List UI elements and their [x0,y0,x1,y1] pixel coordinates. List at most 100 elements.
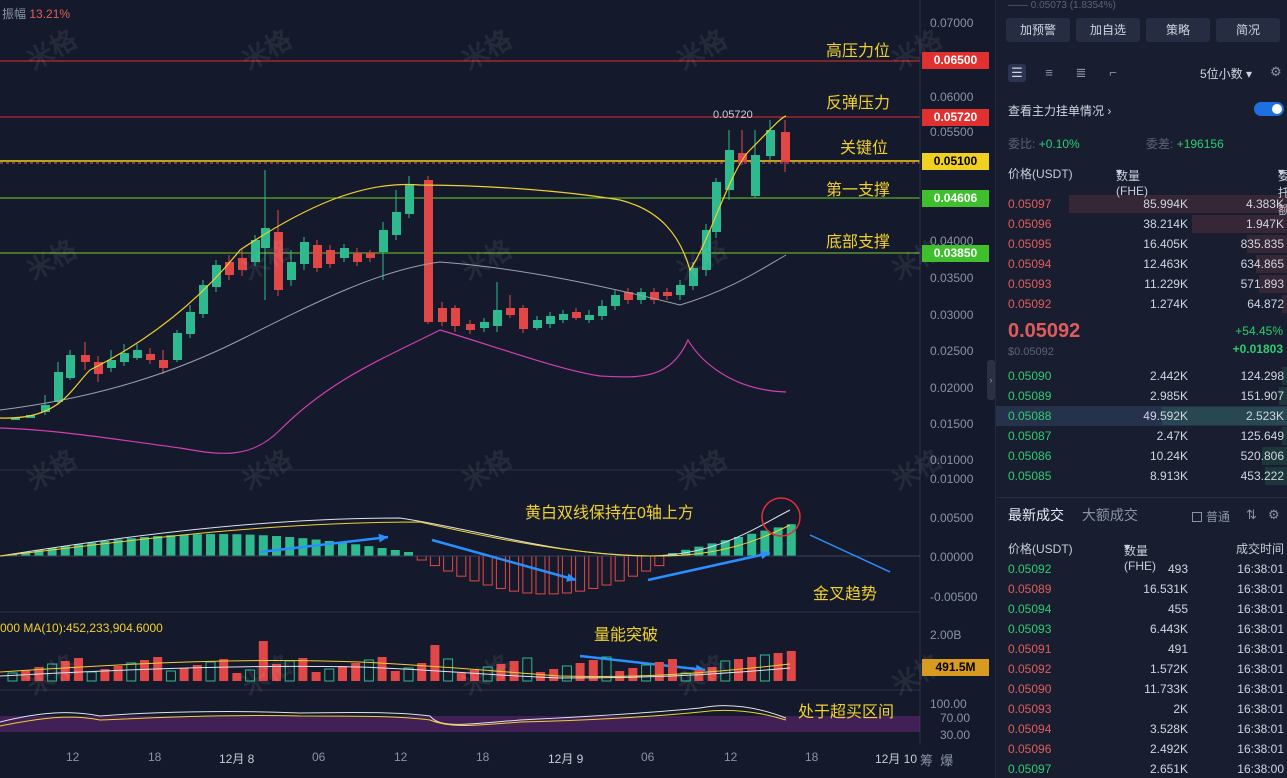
volume-bar [536,672,545,681]
candle-body [159,360,168,368]
order-row[interactable]: 0.05090 2.442K 124.298 [996,366,1287,386]
chart-corner-icons[interactable]: 筹 爆 [920,750,953,769]
order-row[interactable]: 0.05089 2.985K 151.907 [996,386,1287,406]
candle-body [238,258,247,270]
macd-bar [535,555,546,595]
normal-filter[interactable]: 普通 [1192,508,1230,525]
gear-icon[interactable]: ⚙ [1270,64,1282,79]
order-row[interactable]: 0.05093 11.229K 571.893 [996,274,1287,294]
peak-label: 0.05720 [713,109,753,121]
volume-bar [324,668,335,682]
trade-row[interactable]: 0.05094 3.528K 16:38:01 [996,719,1287,739]
tab-latest-trades[interactable]: 最新成交 [1008,507,1064,523]
trade-row[interactable]: 0.05091 491 16:38:01 [996,639,1287,659]
volume-tag: 491.5M [922,659,989,676]
checkbox-icon[interactable] [1192,512,1202,522]
ma-line-gray [0,254,787,411]
macd-bar [614,555,625,582]
trade-row[interactable]: 0.05093 6.443K 16:38:01 [996,619,1287,639]
volume-bar [759,654,770,682]
row-price: 0.05097 [1008,762,1052,776]
book-header-qty[interactable]: 数量 (FHE) ▾ [1116,165,1148,198]
order-row[interactable]: 0.05085 8.913K 453.222 [996,466,1287,486]
book-depth-icon[interactable]: ⌐ [1109,65,1117,80]
macd-bar [601,555,612,586]
macd-bar [720,540,730,556]
volume-bar [456,673,466,681]
candle-body [738,153,747,162]
row-time: 16:38:01 [1237,642,1284,656]
filter-icon[interactable]: ⇅ [1246,507,1257,522]
candle-body [438,308,447,322]
time-tick: 18 [148,750,162,764]
decimal-select[interactable]: 5位小数 ▾ [1200,67,1253,81]
collapse-panel-handle[interactable]: › [987,360,995,400]
order-row[interactable]: 0.05096 38.214K 1.947K [996,214,1287,234]
candle-body [392,212,401,235]
add-alert-button[interactable]: 加预警 [1006,18,1070,42]
row-price: 0.05089 [1008,582,1052,596]
main-force-link[interactable]: 查看主力挂单情况 › [1008,104,1112,118]
volume-bar [773,653,783,681]
chip-icon[interactable]: 筹 [920,753,934,768]
kline-chart[interactable]: 振幅 13.21% 米格 米格 米格 米格 米格 米格 米格 米格 米格 米格 米格 米格 米格 米格 米格… [0,0,995,778]
macd-bar [364,546,374,556]
book-header-total[interactable]: 委托额 ▾ [1277,165,1287,217]
main-force-toggle[interactable] [1254,102,1284,116]
add-watchlist-button[interactable]: 加自选 [1076,18,1140,42]
row-price: 0.05092 [1008,297,1052,311]
trade-row[interactable]: 0.05090 11.733K 16:38:01 [996,679,1287,699]
order-row[interactable]: 0.05092 1.274K 64.872 [996,294,1287,314]
trade-row[interactable]: 0.05097 2.651K 16:38:00 [996,759,1287,778]
overview-button[interactable]: 简况 [1216,18,1280,42]
row-total: 520.806 [1240,449,1284,463]
candle-body [585,315,594,320]
book-asks-icon[interactable]: ≣ [1075,65,1087,80]
volume-bar [601,656,612,682]
trade-row[interactable]: 0.05093 2K 16:38:01 [996,699,1287,719]
row-time: 16:38:00 [1237,762,1284,776]
volume-bar [284,660,295,682]
time-tick: 12月 10 [875,752,918,766]
volume-bar [694,670,704,681]
candle-body [480,322,489,328]
macd-bar [219,534,229,556]
price-tag-rebound: 0.05720 [922,109,989,126]
bid-ratio: 委比: +0.10% [1008,137,1080,151]
trade-row[interactable]: 0.05092 1.572K 16:38:01 [996,659,1287,679]
settings-icon[interactable]: ⚙ [1268,507,1280,522]
row-total: 64.872 [1247,297,1284,311]
strategy-button[interactable]: 策略 [1146,18,1210,42]
burst-icon[interactable]: 爆 [940,753,954,768]
volume-bar [245,669,256,682]
order-row[interactable]: 0.05086 10.24K 520.806 [996,446,1287,466]
annotation-rebound-pressure: 反弹压力 [826,95,891,112]
book-bids-icon[interactable]: ≡ [1045,65,1053,80]
chevron-right-icon: › [1107,104,1112,118]
order-row[interactable]: 0.05094 12.463K 634.865 [996,254,1287,274]
trade-row[interactable]: 0.05089 16.531K 16:38:01 [996,579,1287,599]
row-time: 16:38:01 [1237,702,1284,716]
order-row[interactable]: 0.05088 49.592K 2.523K [996,406,1287,426]
trades-header-qty[interactable]: 数量(FHE) ▾ [1124,540,1156,573]
trade-row[interactable]: 0.05096 2.492K 16:38:01 [996,739,1287,759]
order-row[interactable]: 0.05095 16.405K 835.835 [996,234,1287,254]
trade-row[interactable]: 0.05092 493 16:38:01 [996,559,1287,579]
row-qty: 2.985K [1149,389,1188,403]
row-total: 124.298 [1240,369,1284,383]
order-row[interactable]: 0.05097 85.994K 4.383K [996,194,1287,214]
candle-body [405,184,414,214]
trade-row[interactable]: 0.05094 455 16:38:01 [996,599,1287,619]
order-row[interactable]: 0.05087 2.47K 125.649 [996,426,1287,446]
candle-body [533,320,542,328]
price-axis-label: 0.02000 [930,381,974,395]
macd-axis-label: 0.00000 [930,550,974,564]
row-total: 571.893 [1240,277,1284,291]
book-header-price: 价格(USDT) [1008,167,1073,181]
volume-bar [786,651,796,681]
depth-bar [1192,215,1287,233]
book-both-icon[interactable]: ☰ [1008,64,1026,82]
row-qty: 85.994K [1143,197,1188,211]
macd-bar [561,555,572,594]
tab-large-trades[interactable]: 大额成交 [1081,507,1138,523]
